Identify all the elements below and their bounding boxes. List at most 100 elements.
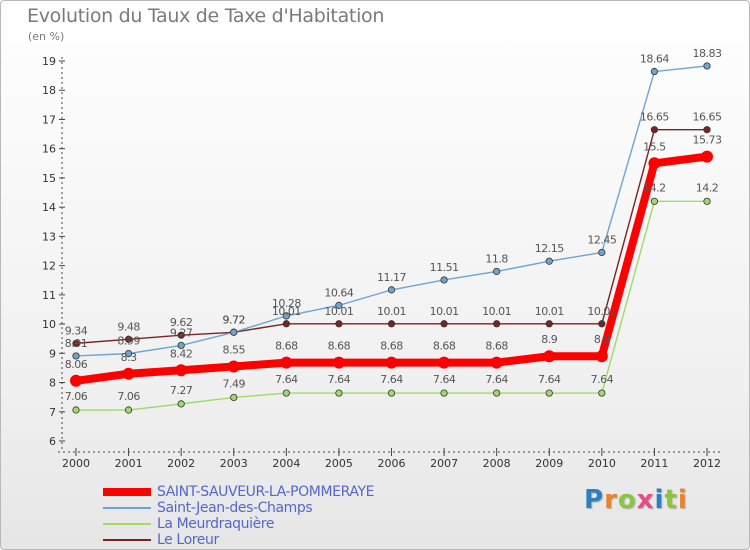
data-label: 18.64 <box>640 53 669 66</box>
y-tick-label: 16 <box>42 143 56 156</box>
data-point <box>701 150 713 163</box>
data-point <box>230 328 238 336</box>
legend-item: Saint-Jean-des-Champs <box>103 500 443 516</box>
data-point <box>387 320 396 328</box>
legend-label: Le Loreur <box>157 532 219 548</box>
data-point <box>177 341 185 350</box>
data-point <box>545 257 553 265</box>
data-label: 10.28 <box>272 297 301 310</box>
data-point <box>124 406 133 414</box>
x-tick-label: 2000 <box>62 457 90 470</box>
data-point <box>332 356 345 369</box>
data-label: 7.64 <box>275 373 298 386</box>
legend-swatch <box>103 488 151 496</box>
data-point <box>650 126 659 134</box>
legend-item: La Meurdraquière <box>103 516 443 532</box>
data-label: 7.64 <box>433 373 456 386</box>
data-label: 8.68 <box>433 340 456 353</box>
y-tick-label: 10 <box>42 318 56 331</box>
data-label: 8.68 <box>485 340 508 353</box>
x-tick-label: 2012 <box>693 457 721 470</box>
data-point <box>598 248 606 257</box>
y-tick-label: 6 <box>49 435 56 448</box>
data-point <box>650 67 659 76</box>
data-point <box>177 331 185 339</box>
data-point <box>493 320 501 328</box>
data-label: 16.65 <box>640 111 669 124</box>
data-point <box>175 364 188 377</box>
x-tick-label: 2011 <box>640 457 668 470</box>
data-label: 10.01 <box>272 305 301 318</box>
y-tick-label: 7 <box>49 406 56 419</box>
data-point <box>124 349 133 358</box>
data-point <box>230 393 238 402</box>
data-label: 7.64 <box>380 373 403 386</box>
data-label: 7.64 <box>328 373 351 386</box>
data-label: 10.64 <box>324 286 353 299</box>
data-label: 8.55 <box>223 343 246 356</box>
x-tick-label: 2003 <box>220 457 248 470</box>
data-label: 7.64 <box>591 373 614 386</box>
y-tick-label: 19 <box>42 55 56 68</box>
data-label: 15.73 <box>693 134 722 147</box>
data-point <box>72 339 80 347</box>
legend-item: SAINT-SAUVEUR-LA-POMMERAYE <box>103 484 443 500</box>
data-point <box>703 62 711 70</box>
data-label: 12.45 <box>587 233 616 246</box>
data-label: 16.65 <box>693 111 722 124</box>
data-label: 11.8 <box>485 252 508 265</box>
proxiti-logo: Proxiti <box>584 485 688 515</box>
legend-swatch <box>103 539 151 541</box>
data-point <box>440 276 448 284</box>
data-label: 10.01 <box>482 305 511 318</box>
data-label: 8.06 <box>65 358 88 371</box>
legend-label: SAINT-SAUVEUR-LA-POMMERAYE <box>157 484 375 500</box>
data-point <box>177 400 185 408</box>
data-label: 9.62 <box>170 316 193 329</box>
data-point <box>282 312 290 320</box>
x-tick-label: 2008 <box>483 457 511 470</box>
data-label: 8.9 <box>594 333 610 346</box>
data-point <box>438 356 451 369</box>
data-point <box>124 335 133 343</box>
y-tick-label: 11 <box>42 289 56 302</box>
legend-label: Saint-Jean-des-Champs <box>157 500 313 516</box>
data-label: 7.06 <box>65 390 88 403</box>
series-layer <box>70 62 713 414</box>
y-tick-label: 14 <box>42 201 56 214</box>
axes: 6 7 8 9 10 11 12 13 14 15 16 17 18 19 2000 2001 2002 2003… <box>42 55 723 470</box>
data-label: 9.72 <box>223 313 246 326</box>
data-point <box>490 356 503 369</box>
data-point <box>543 350 556 363</box>
data-label: 8.9 <box>541 333 557 346</box>
data-label: 8.91 <box>65 337 88 350</box>
data-point <box>72 406 80 414</box>
data-label: 7.64 <box>538 373 561 386</box>
y-tick-label: 18 <box>42 84 56 97</box>
data-label: 10.01 <box>535 305 564 318</box>
data-label: 14.2 <box>696 181 719 194</box>
data-label: 12.15 <box>535 242 564 255</box>
y-tick-label: 12 <box>42 260 56 273</box>
data-label: 7.49 <box>223 377 246 390</box>
legend-label: La Meurdraquière <box>157 516 275 532</box>
data-label: 9.72 <box>223 313 246 326</box>
data-label: 10.01 <box>430 305 459 318</box>
x-tick-label: 2006 <box>378 457 406 470</box>
data-label: 10.01 <box>324 305 353 318</box>
data-point <box>648 157 661 170</box>
x-tick-label: 2004 <box>272 457 300 470</box>
data-label: 7.06 <box>117 390 140 403</box>
data-point <box>387 389 396 397</box>
data-point <box>227 360 240 373</box>
data-point <box>598 389 606 397</box>
data-point <box>385 356 398 369</box>
x-tick-label: 2009 <box>535 457 563 470</box>
data-label: 11.51 <box>430 261 459 274</box>
data-label: 14.2 <box>643 181 666 194</box>
data-point <box>440 320 448 328</box>
data-label: 7.64 <box>485 373 508 386</box>
y-tick-label: 17 <box>42 113 56 126</box>
